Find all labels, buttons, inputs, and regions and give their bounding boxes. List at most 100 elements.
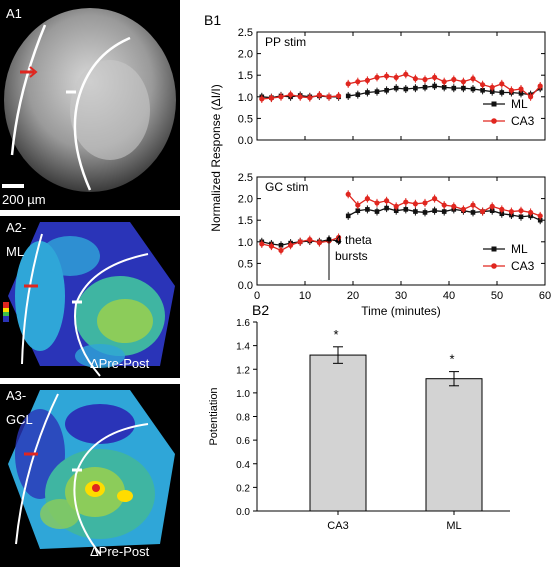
data-point-CA3: [480, 82, 486, 88]
data-point-CA3: [316, 92, 322, 98]
a2-heatmap: [0, 216, 180, 378]
b1-label: B1: [204, 12, 222, 28]
data-point-ML: [422, 84, 428, 90]
y-tick-label: 2.0: [238, 49, 253, 61]
legend-marker: [491, 118, 497, 124]
data-point-CA3: [412, 201, 418, 207]
y-tick-label: 0.5: [238, 258, 253, 270]
data-point-CA3: [268, 95, 274, 101]
bar-CA3: [309, 354, 367, 512]
a1-scale-text: 200 µm: [2, 192, 46, 207]
y-tick-label: 1.4: [236, 342, 250, 353]
data-point-CA3: [384, 73, 390, 79]
chart-potentiation: 0.0 0.2 0.4 0.6 0.8 1.0 1.2 1.4 1.6 Potentiation C…: [208, 318, 510, 532]
significance-marker: *: [449, 352, 454, 367]
a3-track-line-left: [15, 393, 59, 545]
a2-label-line2: ML: [6, 244, 25, 259]
a2-track-line-left: [21, 233, 43, 365]
data-point-CA3: [364, 77, 370, 83]
x-tick-label: 40: [443, 290, 455, 302]
data-point-CA3: [336, 234, 342, 241]
data-point-ML: [518, 214, 524, 220]
annotation-text: bursts: [335, 249, 368, 263]
data-point-CA3: [518, 86, 524, 92]
data-point-CA3: [518, 208, 524, 214]
data-point-ML: [422, 210, 428, 215]
x-tick-label: 50: [491, 290, 503, 302]
data-point-CA3: [345, 191, 351, 197]
a3-caption: ΔPre-Post: [90, 544, 150, 559]
data-point-CA3: [384, 198, 390, 204]
data-point-CA3: [432, 196, 438, 202]
data-point-CA3: [412, 76, 418, 82]
data-point-ML: [355, 208, 361, 213]
a1-label: A1: [6, 6, 22, 21]
data-point-CA3: [355, 79, 361, 85]
data-point-CA3: [403, 71, 409, 77]
y-tick-label: 2.0: [238, 194, 253, 206]
b2-label: B2: [252, 302, 270, 318]
y-axis-label: Normalized Response (ΔI/I): [209, 84, 223, 231]
y-tick-label: 1.0: [238, 92, 253, 104]
data-point-ML: [451, 85, 457, 91]
data-point-ML: [403, 86, 409, 92]
x-tick-label: 60: [539, 290, 551, 302]
data-point-ML: [489, 208, 495, 213]
y-tick-label: 0.8: [236, 413, 250, 424]
legend-marker: [491, 246, 497, 252]
data-point-ML: [470, 86, 476, 92]
data-point-ML: [345, 93, 351, 99]
data-point-CA3: [460, 206, 466, 212]
x-axis-label: Time (minutes): [361, 304, 441, 318]
data-point-CA3: [297, 94, 303, 100]
data-point-CA3: [499, 81, 505, 87]
a3-label-line2: GCL: [6, 412, 33, 427]
data-point-CA3: [307, 95, 313, 101]
a3-heatmap: [0, 384, 180, 567]
y-tick-label: 0.6: [236, 436, 250, 447]
data-point-CA3: [460, 79, 466, 85]
y-tick-label: 1.0: [236, 389, 250, 400]
data-point-CA3: [307, 237, 313, 243]
data-point-CA3: [259, 241, 265, 247]
y-tick-label: 2.5: [238, 27, 253, 39]
y-tick-label: 1.6: [236, 318, 250, 329]
y-tick-label: 1.5: [238, 215, 253, 227]
data-point-ML: [413, 209, 418, 214]
data-point-CA3: [441, 79, 447, 85]
data-point-ML: [499, 211, 505, 217]
data-point-ML: [499, 90, 505, 95]
a3-track-line-right: [73, 423, 149, 555]
y-tick-label: 0.4: [236, 460, 250, 471]
stim-arrowhead: [326, 235, 332, 242]
data-point-CA3: [470, 202, 476, 208]
y-tick-label: 0.5: [238, 113, 253, 125]
a1-scale-bar: [2, 184, 24, 188]
panel-a3-image: A3- GCL ΔPre-Post: [0, 384, 180, 567]
data-point-ML: [393, 85, 399, 91]
panel-a2-image: A2- ML ΔPre-Post: [0, 216, 180, 378]
legend-label: ML: [511, 97, 528, 111]
data-point-ML: [384, 88, 389, 93]
data-point-CA3: [393, 203, 399, 209]
data-point-CA3: [268, 243, 274, 249]
a2-caption: ΔPre-Post: [90, 356, 150, 371]
chart-pp-stim: 0.0 0.5 1.0 1.5 2.0 2.5 PP stim ML CA3: [238, 27, 546, 147]
data-point-CA3: [480, 208, 486, 215]
data-point-ML: [461, 85, 466, 91]
data-point-CA3: [297, 239, 303, 245]
data-point-CA3: [288, 92, 294, 98]
data-point-ML: [365, 90, 370, 95]
data-point-CA3: [336, 93, 342, 99]
data-point-CA3: [374, 74, 380, 80]
x-tick-label: CA3: [327, 520, 348, 532]
data-point-CA3: [508, 87, 514, 93]
data-point-CA3: [422, 76, 428, 83]
data-point-CA3: [451, 76, 457, 83]
data-point-ML: [480, 88, 485, 93]
x-tick-label: 20: [347, 290, 359, 302]
data-point-CA3: [432, 74, 438, 80]
significance-marker: *: [333, 327, 338, 342]
x-tick-label: 10: [299, 290, 311, 302]
x-tick-label: 0: [254, 290, 260, 302]
